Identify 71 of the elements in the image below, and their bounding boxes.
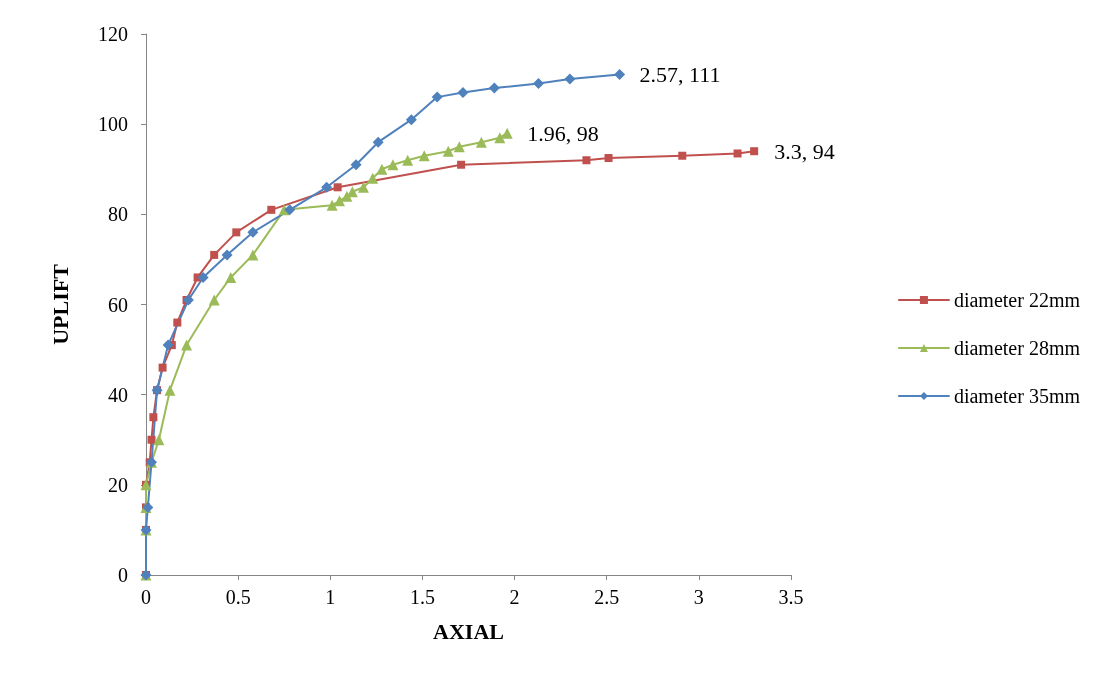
point	[457, 87, 469, 99]
point	[221, 249, 233, 261]
legend-label: diameter 28mm	[953, 337, 1081, 359]
annotation: 2.57, 111	[639, 62, 721, 88]
point	[488, 82, 500, 94]
point	[197, 271, 209, 283]
point	[350, 159, 362, 171]
point	[750, 147, 759, 156]
point	[453, 141, 465, 153]
point	[158, 363, 167, 372]
x-tick-label: 3.5	[778, 586, 804, 608]
point	[402, 154, 414, 166]
point	[232, 228, 241, 237]
point	[149, 413, 158, 422]
x-axis-title: AXIAL	[433, 618, 504, 644]
point	[733, 149, 742, 158]
x-tick-label: 2.5	[594, 586, 620, 608]
point	[405, 114, 417, 126]
y-tick-label: 80	[108, 203, 128, 226]
point	[475, 136, 487, 148]
point	[164, 384, 176, 396]
y-tick-label: 60	[108, 293, 128, 316]
y-tick-label: 100	[98, 113, 128, 136]
point	[387, 159, 399, 171]
point	[582, 156, 591, 165]
point	[604, 153, 613, 162]
y-tick-label: 120	[98, 23, 128, 45]
point	[431, 91, 443, 103]
point	[564, 73, 576, 85]
point	[326, 199, 338, 211]
x-tick-label: 0	[141, 586, 151, 608]
point	[376, 163, 388, 175]
x-tick-label: 0.5	[225, 586, 251, 608]
point	[501, 127, 513, 139]
point	[321, 181, 333, 193]
legend-label: diameter 22mm	[953, 289, 1081, 311]
y-tick-label: 0	[118, 564, 128, 586]
x-tick-label: 1.5	[409, 586, 435, 608]
point	[147, 435, 156, 444]
point	[418, 150, 430, 162]
x-tick-label: 1	[325, 586, 336, 608]
point	[367, 172, 379, 184]
y-tick-label: 20	[108, 473, 128, 496]
point	[181, 339, 193, 351]
point	[173, 318, 182, 327]
annotation: 3.3, 94	[774, 138, 835, 164]
point	[284, 204, 296, 216]
point	[247, 249, 259, 261]
point	[247, 226, 259, 238]
legend-label: diameter 35mm	[953, 385, 1081, 407]
point	[334, 195, 345, 207]
point	[457, 160, 466, 169]
point	[208, 294, 220, 306]
annotation: 1.96, 98	[527, 120, 599, 146]
point	[372, 136, 384, 148]
point	[678, 151, 687, 160]
point	[210, 250, 219, 259]
point	[225, 271, 237, 283]
point	[357, 181, 369, 193]
point	[614, 69, 626, 81]
point	[267, 205, 276, 214]
x-tick-label: 3	[693, 586, 704, 608]
point	[533, 78, 545, 90]
y-tick-label: 40	[108, 383, 128, 406]
x-tick-label: 2	[509, 586, 520, 608]
point	[333, 183, 342, 192]
point	[442, 145, 454, 157]
point	[162, 339, 174, 351]
point	[341, 190, 353, 202]
point	[153, 434, 165, 446]
y-axis-title: UPLIFT	[47, 263, 73, 345]
